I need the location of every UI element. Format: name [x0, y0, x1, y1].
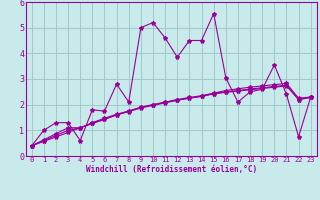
- X-axis label: Windchill (Refroidissement éolien,°C): Windchill (Refroidissement éolien,°C): [86, 165, 257, 174]
